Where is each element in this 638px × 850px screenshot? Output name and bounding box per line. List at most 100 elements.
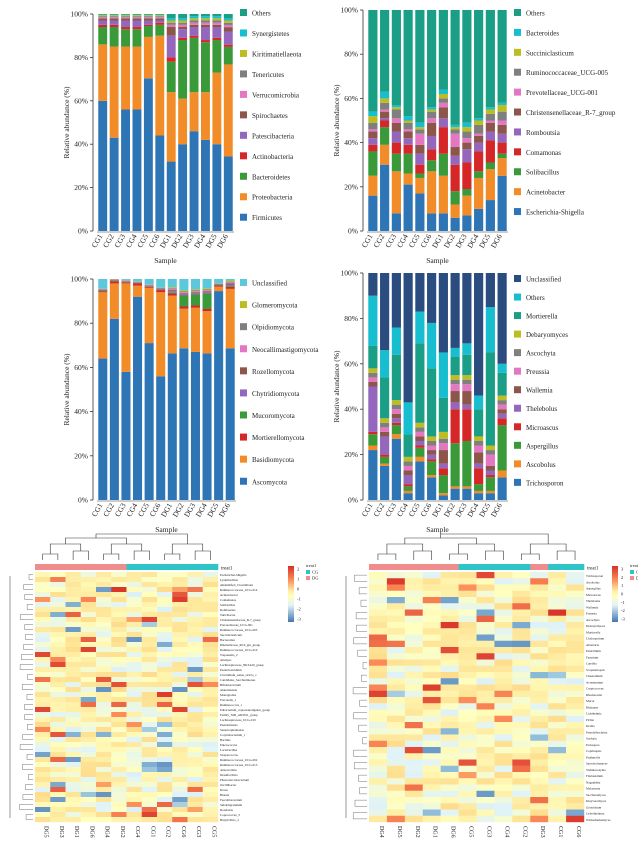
heatmap-cell bbox=[172, 572, 188, 578]
bar-segment bbox=[438, 93, 448, 99]
heatmap-cell bbox=[512, 622, 531, 629]
heatmap-cell bbox=[111, 747, 127, 753]
heatmap-cell bbox=[440, 597, 459, 604]
bar-segment bbox=[144, 286, 154, 287]
heatmap-cell bbox=[476, 765, 495, 773]
heatmap-cell bbox=[157, 792, 173, 798]
heatmap-cell bbox=[548, 647, 567, 654]
bar-segment bbox=[391, 438, 401, 500]
heatmap-cell bbox=[458, 765, 477, 773]
bar-segment bbox=[190, 290, 200, 292]
group-legend-swatch bbox=[306, 576, 310, 580]
bar-segment bbox=[190, 292, 200, 294]
row-label: unidentified_Clostridiales bbox=[220, 583, 254, 587]
heatmap-cell bbox=[111, 637, 127, 643]
bar-segment bbox=[497, 470, 507, 478]
heatmap-cell bbox=[548, 740, 567, 748]
row-label: Lysinibacillus bbox=[220, 578, 239, 582]
heatmap-cell bbox=[187, 637, 203, 643]
heatmap-cell bbox=[111, 732, 127, 738]
heatmap-cell bbox=[548, 797, 567, 804]
heatmap-cell bbox=[369, 809, 388, 816]
heatmap-cell bbox=[96, 752, 112, 758]
heatmap-cell bbox=[548, 628, 567, 635]
row-label: Coprinopsis bbox=[586, 749, 602, 753]
bar-segment bbox=[368, 131, 378, 139]
heatmap-cell bbox=[458, 584, 477, 591]
heatmap-cell bbox=[458, 697, 477, 704]
row-label: Prevotella_1 bbox=[220, 698, 237, 702]
heatmap-cell bbox=[548, 622, 567, 629]
row-label: Naganishia bbox=[586, 780, 601, 784]
legend-swatch bbox=[514, 108, 521, 116]
heatmap-cell bbox=[202, 622, 219, 628]
row-label: Lichtheimia bbox=[586, 712, 602, 716]
heatmap-cell bbox=[141, 657, 158, 663]
bar-segment bbox=[450, 486, 460, 489]
column-label: DG6 bbox=[450, 826, 456, 838]
row-label: Pseudallescheria bbox=[586, 730, 608, 734]
bar-segment bbox=[223, 156, 233, 231]
column-label: DG3 bbox=[58, 826, 64, 838]
y-tick-label: 80% bbox=[74, 53, 88, 62]
heatmap-cell bbox=[96, 617, 112, 623]
row-dendrogram-branch bbox=[19, 804, 33, 810]
bar-segment bbox=[109, 46, 119, 138]
heatmap-fungi: treat1TrichosporonAscobolusAspergillusMi… bbox=[345, 533, 638, 838]
bar-segment bbox=[109, 14, 119, 16]
heatmap-cell bbox=[80, 637, 97, 643]
heatmap-cell bbox=[202, 752, 219, 758]
bar-segment bbox=[109, 281, 119, 284]
color-scale-bar bbox=[288, 566, 294, 622]
heatmap-cell bbox=[80, 737, 97, 743]
legend-swatch bbox=[514, 68, 521, 76]
heatmap-cell bbox=[50, 772, 66, 778]
bar-segment bbox=[380, 120, 390, 128]
bar-segment bbox=[415, 440, 425, 446]
heatmap-cell bbox=[440, 790, 459, 798]
bar-segment bbox=[166, 22, 176, 25]
heatmap-cell bbox=[476, 740, 495, 748]
row-label: Alistipes bbox=[220, 658, 232, 662]
legend-swatch bbox=[240, 323, 247, 331]
bar-segment bbox=[133, 283, 143, 286]
heatmap-cell bbox=[80, 732, 97, 738]
heatmap-cell bbox=[172, 647, 188, 653]
heatmap-cell bbox=[566, 628, 585, 635]
heatmap-cell bbox=[369, 728, 388, 735]
heatmap-cell bbox=[512, 747, 531, 754]
row-label: Fusarium bbox=[586, 655, 599, 659]
legend-label: Proteobacteria bbox=[252, 194, 293, 202]
row-label: Preussia bbox=[586, 612, 597, 616]
heatmap-cell bbox=[440, 690, 459, 698]
heatmap-cell bbox=[96, 747, 112, 753]
heatmap-cell bbox=[172, 667, 188, 673]
heatmap-cell bbox=[96, 657, 112, 663]
heatmap-cell bbox=[512, 659, 531, 666]
heatmap-cell bbox=[141, 582, 158, 588]
heatmap-cell bbox=[65, 792, 81, 798]
heatmap-cell bbox=[80, 602, 97, 608]
heatmap-cell bbox=[157, 707, 173, 713]
bar-segment bbox=[179, 294, 189, 296]
heatmap-cell bbox=[548, 734, 567, 741]
bar-segment bbox=[415, 427, 425, 432]
dendrogram-branch bbox=[72, 550, 89, 560]
heatmap-cell bbox=[404, 640, 423, 648]
heatmap-cell bbox=[440, 603, 459, 610]
heatmap-cell bbox=[157, 757, 173, 763]
heatmap-cell bbox=[35, 627, 51, 633]
bar-segment bbox=[485, 450, 495, 455]
heatmap-cell bbox=[96, 812, 112, 818]
heatmap-cell bbox=[386, 690, 406, 698]
heatmap-cell bbox=[404, 722, 423, 729]
row-label: Family_XIII_AD3011_group bbox=[220, 713, 258, 717]
heatmap-cell bbox=[530, 572, 549, 579]
heatmap-cell bbox=[141, 647, 158, 653]
bar-segment bbox=[178, 22, 188, 25]
bar-segment bbox=[132, 15, 142, 17]
heatmap-cell bbox=[50, 792, 66, 798]
heatmap-cell bbox=[96, 762, 112, 768]
heatmap-cell bbox=[141, 792, 158, 798]
heatmap-cell bbox=[50, 582, 66, 588]
